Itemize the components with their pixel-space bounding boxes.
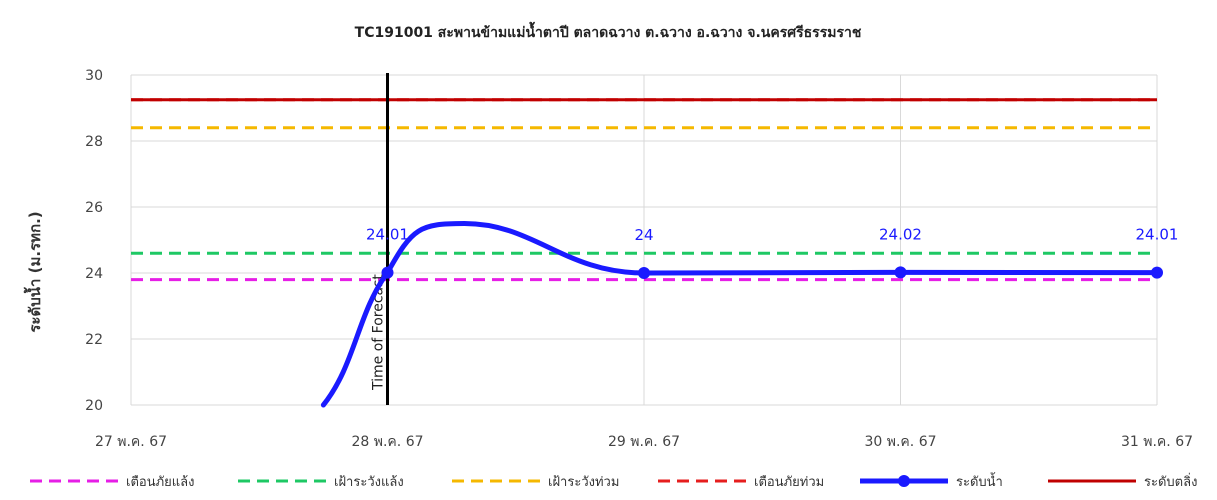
water-level-point [381, 266, 394, 279]
data-label: 24.01 [366, 226, 409, 244]
chart-title: TC191001 สะพานข้ามแม่น้ำตาปี ตลาดฉวาง ต.… [355, 21, 862, 41]
x-tick-label: 28 พ.ค. 67 [351, 434, 423, 450]
legend-swatch-marker [898, 475, 910, 487]
y-tick-label: 28 [85, 134, 103, 150]
data-label: 24 [634, 226, 653, 244]
y-tick-label: 20 [85, 398, 103, 414]
x-tick-label: 30 พ.ค. 67 [864, 434, 936, 450]
y-tick-label: 22 [85, 332, 103, 348]
threshold-lines [131, 98, 1157, 282]
legend-entry: เฝ้าระวังท่วม [452, 475, 619, 490]
forecast-marker: Time of Forecast [371, 73, 389, 405]
legend-label: ระดับตลิ่ง [1144, 473, 1197, 490]
water-level-line [320, 220, 1160, 408]
x-tick-label: 29 พ.ค. 67 [608, 434, 680, 450]
legend-label: เฝ้าระวังท่วม [548, 475, 619, 490]
legend-entry: เตือนภัยแล้ง [30, 474, 194, 490]
x-tick-labels: 27 พ.ค. 67 28 พ.ค. 67 29 พ.ค. 67 30 พ.ค. 67… [95, 434, 1193, 450]
water-level-point [894, 266, 907, 279]
legend: เตือนภัยแล้ง เฝ้าระวังแล้ง เฝ้าระวังท่วม เต… [30, 472, 1197, 490]
forecast-label: Time of Forecast [371, 274, 387, 391]
legend-label: เตือนภัยแล้ง [126, 474, 194, 490]
y-tick-label: 26 [85, 200, 103, 216]
legend-label: เฝ้าระวังแล้ง [334, 475, 404, 490]
x-tick-label: 31 พ.ค. 67 [1121, 434, 1193, 450]
y-axis-label: ระดับน้ำ (ม.รทก.) [23, 211, 44, 332]
x-tick-label: 27 พ.ค. 67 [95, 434, 167, 450]
water-level-point [638, 267, 650, 279]
legend-label: ระดับน้ำ [956, 472, 1003, 490]
y-tick-labels: 20 22 24 26 28 30 [85, 68, 103, 414]
legend-label: เตือนภัยท่วม [754, 474, 824, 490]
legend-entry: เฝ้าระวังแล้ง [238, 475, 404, 490]
legend-entry: เตือนภัยท่วม [658, 474, 824, 490]
data-label: 24.01 [1136, 226, 1179, 244]
legend-entry: ระดับตลิ่ง [1048, 473, 1197, 490]
y-tick-label: 24 [85, 266, 103, 282]
water-level-series: 24.01 24 24.02 24.01 [320, 220, 1179, 408]
data-label: 24.02 [879, 225, 922, 243]
y-tick-label: 30 [85, 68, 103, 84]
legend-entry: ระดับน้ำ [860, 472, 1003, 490]
water-level-point [1151, 266, 1163, 279]
